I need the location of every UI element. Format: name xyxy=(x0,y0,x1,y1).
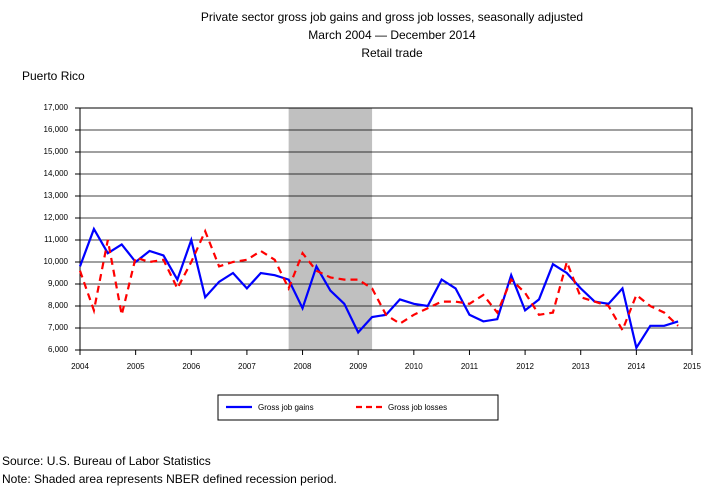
legend-label: Gross job losses xyxy=(388,403,447,412)
y-tick-label: 13,000 xyxy=(44,191,69,200)
plot-border xyxy=(79,107,693,351)
x-tick-label: 2011 xyxy=(461,362,479,371)
x-tick-label: 2015 xyxy=(683,362,701,371)
chart-title: Private sector gross job gains and gross… xyxy=(201,10,583,24)
x-tick-label: 2009 xyxy=(349,362,367,371)
y-tick-label: 12,000 xyxy=(44,213,69,222)
y-tick-label: 14,000 xyxy=(44,169,69,178)
x-tick-label: 2006 xyxy=(182,362,200,371)
x-tick-label: 2007 xyxy=(238,362,256,371)
chart-title: Retail trade xyxy=(361,46,423,60)
legend-label: Gross job gains xyxy=(258,403,314,412)
x-tick-label: 2010 xyxy=(405,362,423,371)
recession-shade xyxy=(288,108,373,350)
y-tick-label: 7,000 xyxy=(48,323,69,332)
x-tick-label: 2004 xyxy=(71,362,89,371)
y-tick-label: 10,000 xyxy=(44,257,69,266)
series-line xyxy=(78,228,679,333)
source: Source: U.S. Bureau of Labor Statistics xyxy=(2,454,211,468)
y-tick-label: 9,000 xyxy=(48,279,69,288)
legend-box xyxy=(217,394,499,421)
y-tick-label: 11,000 xyxy=(44,235,68,244)
x-tick-label: 2008 xyxy=(294,362,312,371)
y-tick-label: 15,000 xyxy=(44,147,69,156)
x-tick-label: 2014 xyxy=(627,362,645,371)
x-tick-label: 2012 xyxy=(516,362,534,371)
y-tick-label: 6,000 xyxy=(48,345,69,354)
y-tick-label: 16,000 xyxy=(44,125,69,134)
y-tick-label: 8,000 xyxy=(48,301,69,310)
chart-subtitle: Puerto Rico xyxy=(22,69,85,83)
x-tick-label: 2005 xyxy=(127,362,145,371)
note: Note: Shaded area represents NBER define… xyxy=(2,472,337,486)
chart-title: March 2004 — December 2014 xyxy=(308,28,476,42)
series-line xyxy=(78,226,679,351)
y-tick-label: 17,000 xyxy=(44,103,69,112)
x-tick-label: 2013 xyxy=(572,362,590,371)
